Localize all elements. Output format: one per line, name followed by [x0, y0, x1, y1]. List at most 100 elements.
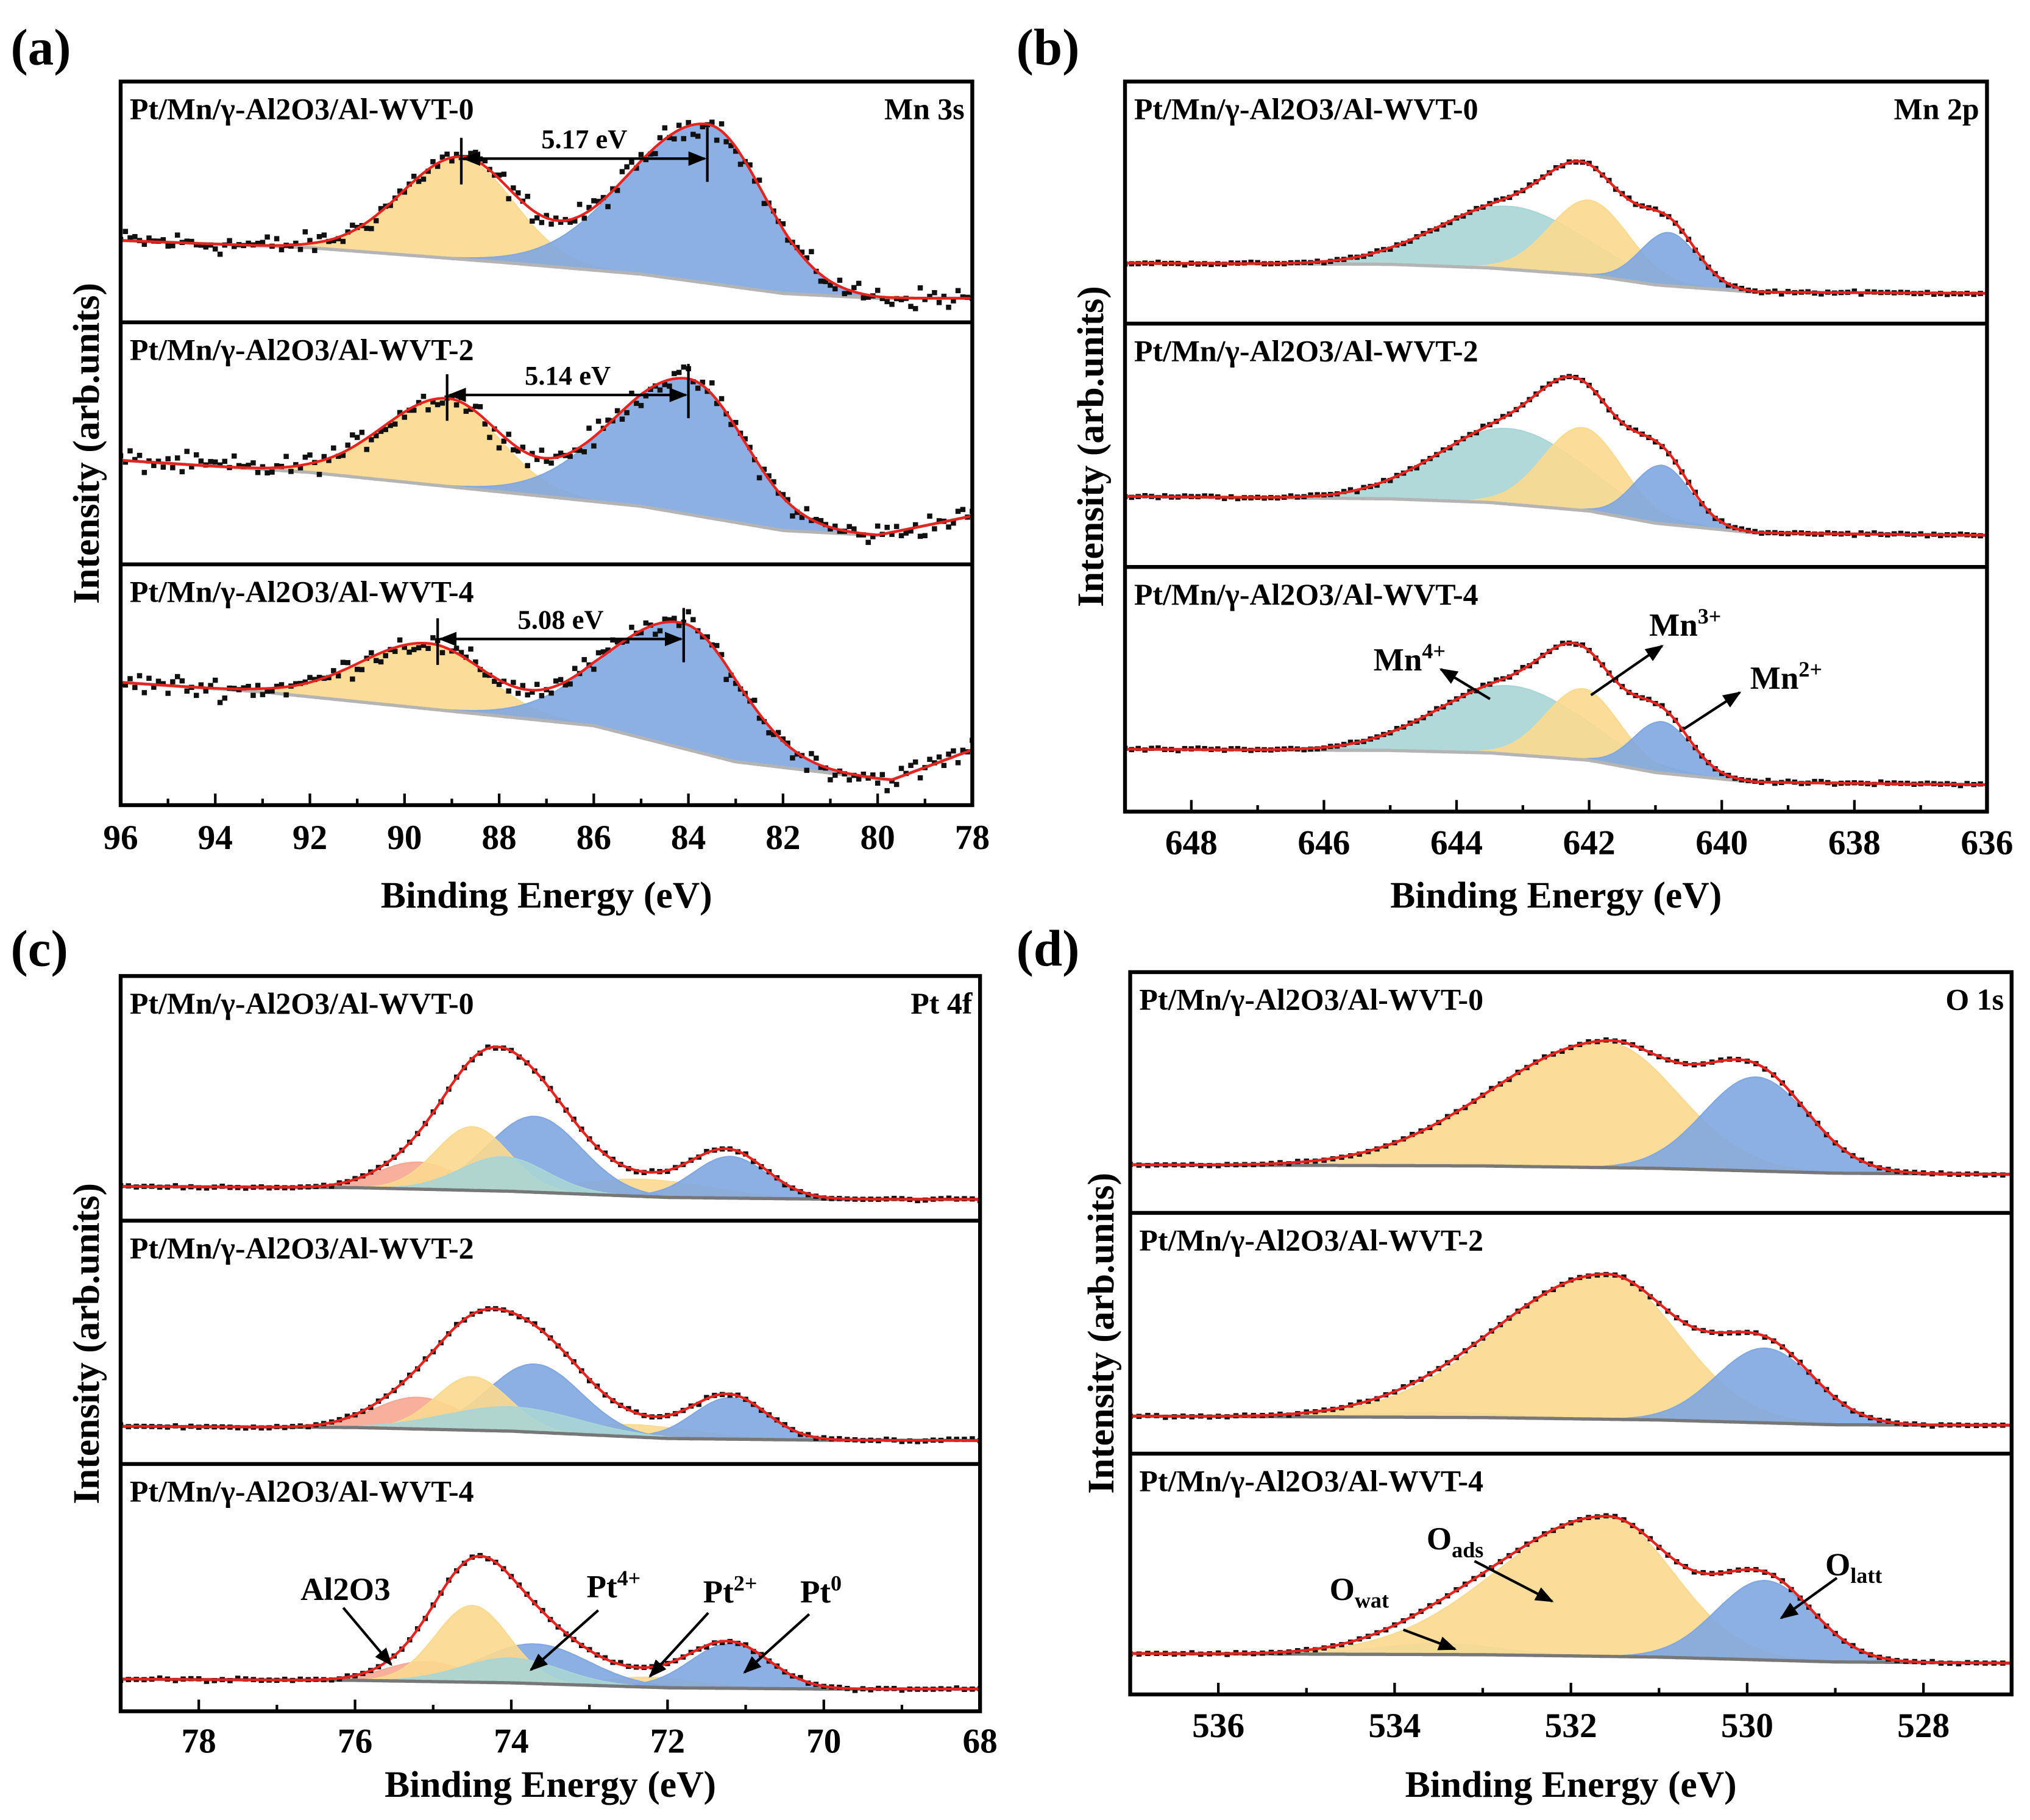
data-point [416, 400, 422, 405]
data-point [477, 404, 483, 410]
x-tick-label: 536 [1192, 1707, 1244, 1745]
sample-label: Pt/Mn/γ-Al2O3/Al-WVT-4 [130, 1475, 474, 1509]
data-point [676, 369, 682, 375]
data-point [775, 730, 781, 736]
peak-label-superscript: 0 [831, 1571, 842, 1595]
peak-label-superscript: 2+ [1798, 657, 1822, 681]
data-point [581, 449, 587, 455]
sample-label: Pt/Mn/γ-Al2O3/Al-WVT-2 [1139, 1224, 1483, 1257]
x-axis-title: Binding Energy (eV) [1390, 875, 1722, 916]
data-point [875, 288, 881, 293]
data-point [193, 452, 199, 458]
data-point [733, 680, 739, 686]
core-level-label: Mn 3s [884, 92, 965, 126]
data-point [369, 226, 374, 232]
data-point [184, 238, 190, 244]
data-point [846, 290, 852, 295]
data-point [790, 513, 795, 519]
peak-label: Olatt [1825, 1548, 1882, 1588]
data-point [425, 168, 431, 174]
data-point [321, 232, 327, 238]
data-point [141, 469, 147, 475]
data-point [246, 463, 251, 468]
x-tick-label: 96 [103, 819, 138, 857]
data-point [217, 251, 223, 257]
data-point [619, 416, 625, 422]
data-point [122, 682, 129, 688]
data-point [511, 185, 516, 191]
data-point [865, 539, 871, 546]
data-point [260, 240, 266, 246]
fit-component-area [1125, 427, 1987, 536]
x-tick-label: 648 [1165, 824, 1218, 862]
peak-label-arrow [529, 1609, 600, 1671]
data-point [941, 762, 947, 769]
data-point [359, 667, 365, 672]
data-point [728, 143, 734, 149]
data-point [946, 752, 951, 757]
data-point [733, 419, 739, 425]
data-point [771, 479, 776, 485]
data-point [520, 444, 526, 450]
data-point [246, 240, 251, 246]
data-point [629, 624, 634, 630]
data-point [1766, 778, 1771, 783]
data-point [198, 242, 204, 248]
data-point [667, 383, 672, 389]
fit-component-area [120, 157, 973, 299]
data-point [861, 771, 867, 777]
data-point [534, 215, 540, 221]
data-point [184, 449, 190, 454]
panel-letter: (c) [10, 920, 68, 977]
data-point [411, 174, 417, 179]
x-tick-label: 70 [806, 1722, 841, 1761]
data-point [595, 650, 602, 656]
data-point [884, 787, 890, 794]
data-point [283, 453, 289, 460]
data-point [1347, 739, 1354, 745]
data-point [818, 764, 824, 770]
data-point [496, 445, 502, 451]
data-point [127, 448, 133, 453]
x-tick-label: 76 [338, 1722, 372, 1761]
data-point [297, 465, 303, 471]
splitting-value: 5.14 eV [525, 360, 611, 391]
data-point [1195, 745, 1201, 751]
data-point [577, 202, 583, 207]
data-point [704, 634, 710, 640]
data-point [307, 238, 313, 243]
subpanel: Pt/Mn/γ-Al2O3/Al-WVT-2 [120, 1231, 981, 1445]
data-point [321, 453, 327, 460]
y-axis-title: Intensity (arb.units) [66, 283, 107, 604]
data-point [198, 682, 204, 688]
data-point [893, 781, 900, 787]
data-point [511, 680, 516, 685]
data-point [856, 532, 862, 538]
data-point [780, 492, 786, 497]
data-point [539, 219, 545, 226]
y-axis-title: Intensity (arb.units) [66, 1183, 107, 1504]
background-line [1130, 1163, 2011, 1176]
data-point [392, 649, 398, 654]
data-point [879, 296, 885, 301]
x-tick-label: 642 [1563, 824, 1616, 862]
data-point [473, 659, 478, 665]
data-point [458, 650, 464, 655]
data-point [634, 165, 639, 171]
subpanel: Pt/Mn/γ-Al2O3/Al-WVT-4 5.08 eV [120, 575, 973, 794]
data-point [492, 678, 497, 684]
data-point [392, 421, 398, 427]
data-point [463, 408, 469, 414]
peak-label-superscript: 2+ [734, 1571, 758, 1595]
x-tick-label: 534 [1368, 1707, 1421, 1745]
data-point [591, 198, 597, 204]
data-point [496, 681, 502, 688]
data-point [723, 677, 729, 683]
data-point [638, 152, 644, 157]
data-point [274, 236, 280, 241]
data-point [704, 1149, 709, 1154]
peak-label-subscript: wat [1355, 1588, 1389, 1613]
peak-label: Mn3+ [1649, 604, 1721, 643]
data-point [179, 678, 185, 684]
data-point [667, 617, 672, 623]
